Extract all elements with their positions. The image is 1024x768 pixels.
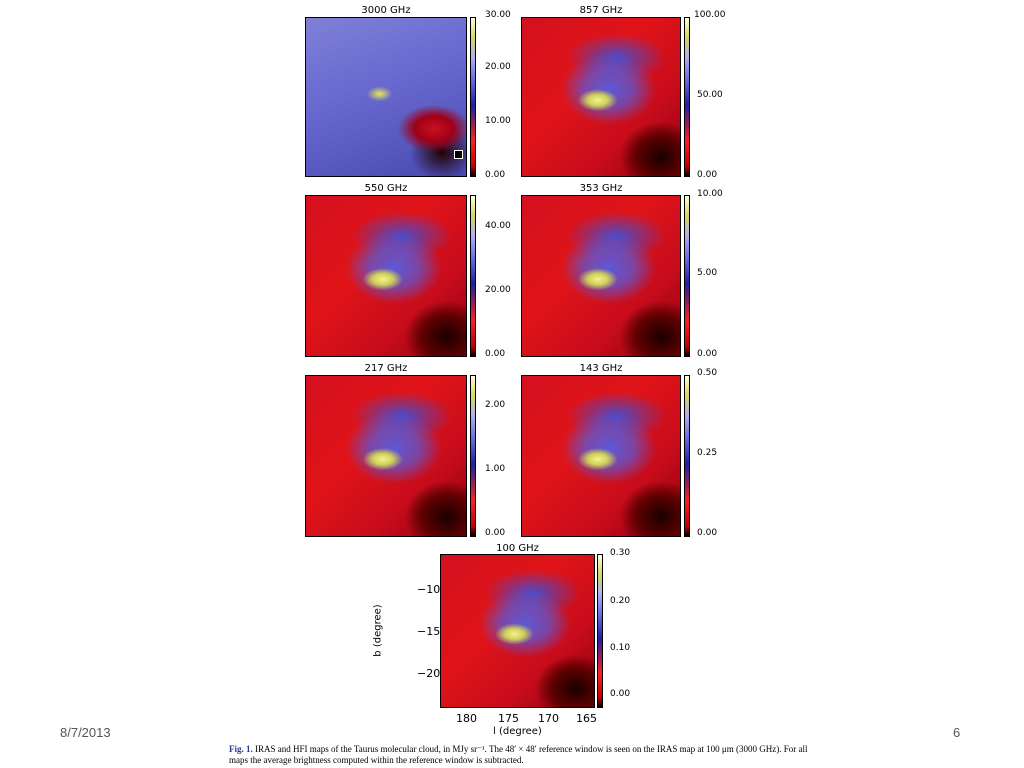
tick: 1.00 xyxy=(485,464,506,474)
y-tick: −10 xyxy=(417,583,441,596)
colorbar-100 xyxy=(597,554,603,708)
tick: 40.00 xyxy=(485,221,511,231)
tick: 0.20 xyxy=(610,596,631,606)
tick: 0.30 xyxy=(610,548,631,558)
y-tick: −15 xyxy=(417,625,441,638)
map-3000ghz xyxy=(305,17,467,177)
map-143ghz xyxy=(521,375,681,537)
tick: 0.25 xyxy=(697,448,718,458)
map-217ghz xyxy=(305,375,467,537)
x-tick: 170 xyxy=(538,712,559,725)
colorbar-857 xyxy=(684,17,690,177)
panel-title-550: 550 GHz xyxy=(364,183,408,194)
figure-caption: Fig. 1. IRAS and HFI maps of the Taurus … xyxy=(229,744,809,766)
tick: 20.00 xyxy=(485,285,511,295)
panel-title-100: 100 GHz xyxy=(496,543,539,554)
tick: 2.00 xyxy=(485,400,506,410)
tick: 0.00 xyxy=(485,170,506,180)
tick: 0.00 xyxy=(610,689,631,699)
y-tick: −20 xyxy=(417,667,441,680)
tick: 50.00 xyxy=(697,90,723,100)
tick: 0.10 xyxy=(610,643,631,653)
tick: 10.00 xyxy=(485,116,511,126)
colorbar-353 xyxy=(684,195,690,357)
y-axis-label: b (degree) xyxy=(372,604,384,657)
tick: 100.00 xyxy=(694,10,726,20)
tick: 0.00 xyxy=(485,528,506,538)
tick: 0.50 xyxy=(697,368,718,378)
panel-title-857: 857 GHz xyxy=(579,5,623,16)
slide-date: 8/7/2013 xyxy=(60,725,111,740)
tick: 5.00 xyxy=(697,268,718,278)
x-tick: 180 xyxy=(456,712,477,725)
x-tick: 165 xyxy=(576,712,597,725)
map-353ghz xyxy=(521,195,681,357)
reference-window xyxy=(454,150,463,159)
tick: 30.00 xyxy=(485,10,511,20)
tick: 0.00 xyxy=(697,170,718,180)
colorbar-217 xyxy=(470,375,476,537)
x-tick: 175 xyxy=(498,712,519,725)
map-100ghz xyxy=(440,554,595,708)
colorbar-143 xyxy=(684,375,690,537)
colorbar-3000 xyxy=(470,17,476,177)
x-axis-label: l (degree) xyxy=(493,726,542,737)
map-550ghz xyxy=(305,195,467,357)
tick: 0.00 xyxy=(697,528,718,538)
panel-title-217: 217 GHz xyxy=(364,363,408,374)
panel-title-3000: 3000 GHz xyxy=(361,5,411,16)
panel-title-143: 143 GHz xyxy=(579,363,623,374)
tick: 20.00 xyxy=(485,62,511,72)
panel-title-353: 353 GHz xyxy=(579,183,623,194)
colorbar-550 xyxy=(470,195,476,357)
slide-number: 6 xyxy=(953,725,961,740)
tick: 0.00 xyxy=(485,349,506,359)
figure-number: Fig. 1. xyxy=(229,744,253,754)
tick: 10.00 xyxy=(697,189,723,199)
map-857ghz xyxy=(521,17,681,177)
caption-text: IRAS and HFI maps of the Taurus molecula… xyxy=(229,744,808,765)
tick: 0.00 xyxy=(697,349,718,359)
